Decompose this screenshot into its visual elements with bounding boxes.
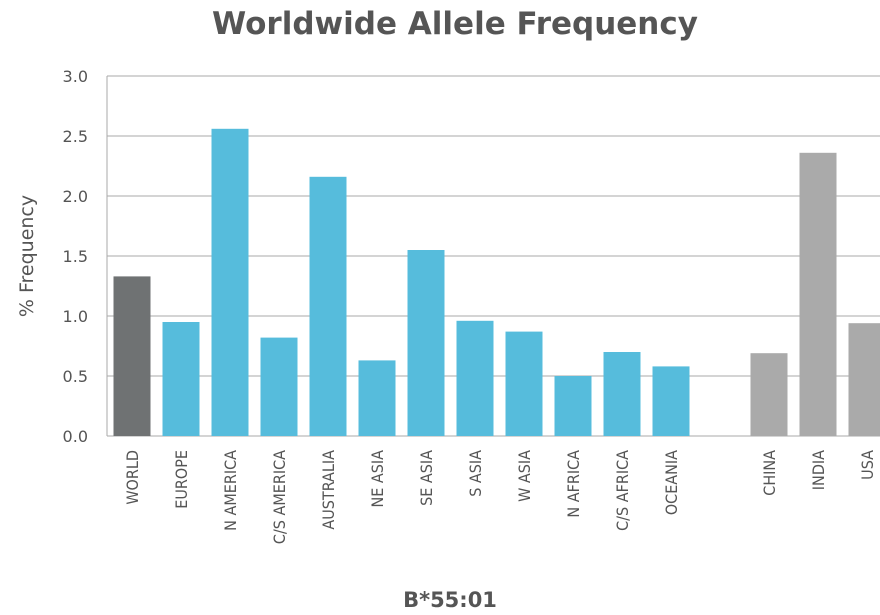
bar: [309, 176, 347, 437]
x-tick-label: USA: [858, 450, 877, 480]
x-tick-labels: WORLD EUROPE N AMERICA C/S AMERICA AUSTRALIA…: [123, 450, 877, 544]
x-tick-label: AUSTRALIA: [319, 450, 338, 530]
bar: [750, 353, 788, 436]
x-tick-label: WORLD: [123, 450, 142, 505]
x-tick-label: INDIA: [809, 450, 828, 490]
x-tick-label: W ASIA: [515, 450, 534, 502]
x-tick-label: EUROPE: [172, 450, 191, 509]
x-tick-label: N AFRICA: [564, 450, 583, 518]
bar: [652, 366, 690, 436]
bar: [848, 323, 880, 436]
x-tick-label: NE ASIA: [368, 450, 387, 508]
chart-title: Worldwide Allele Frequency: [212, 6, 698, 42]
bar: [113, 276, 151, 436]
x-tick-label: C/S AFRICA: [613, 450, 632, 531]
y-tick-label: 1.5: [63, 247, 88, 266]
x-axis-label: B*55:01: [403, 588, 497, 612]
bar: [162, 322, 200, 436]
x-tick-label: SE ASIA: [417, 450, 436, 506]
bar: [603, 352, 641, 436]
y-tick-label: 1.0: [63, 307, 88, 326]
y-tick-label: 0.5: [63, 367, 88, 386]
bars: [113, 128, 880, 437]
y-tick-label: 3.0: [63, 67, 88, 86]
y-tick-label: 0.0: [63, 427, 88, 446]
y-axis-label: % Frequency: [16, 195, 38, 317]
y-tick-label: 2.5: [63, 127, 88, 146]
bar: [407, 250, 445, 436]
bar: [799, 152, 837, 437]
bar: [554, 376, 592, 436]
bar: [358, 360, 396, 436]
bar: [456, 320, 494, 436]
x-tick-label: C/S AMERICA: [270, 450, 289, 544]
x-tick-label: S ASIA: [466, 450, 485, 497]
x-tick-label: OCEANIA: [662, 450, 681, 515]
x-tick-label: N AMERICA: [221, 450, 240, 531]
y-tick-label: 2.0: [63, 187, 88, 206]
y-tick-labels: 0.0 0.5 1.0 1.5 2.0 2.5 3.0: [63, 67, 88, 446]
x-tick-label: CHINA: [760, 450, 779, 496]
bar: [211, 128, 249, 437]
bar: [505, 331, 543, 436]
bar: [260, 337, 298, 436]
